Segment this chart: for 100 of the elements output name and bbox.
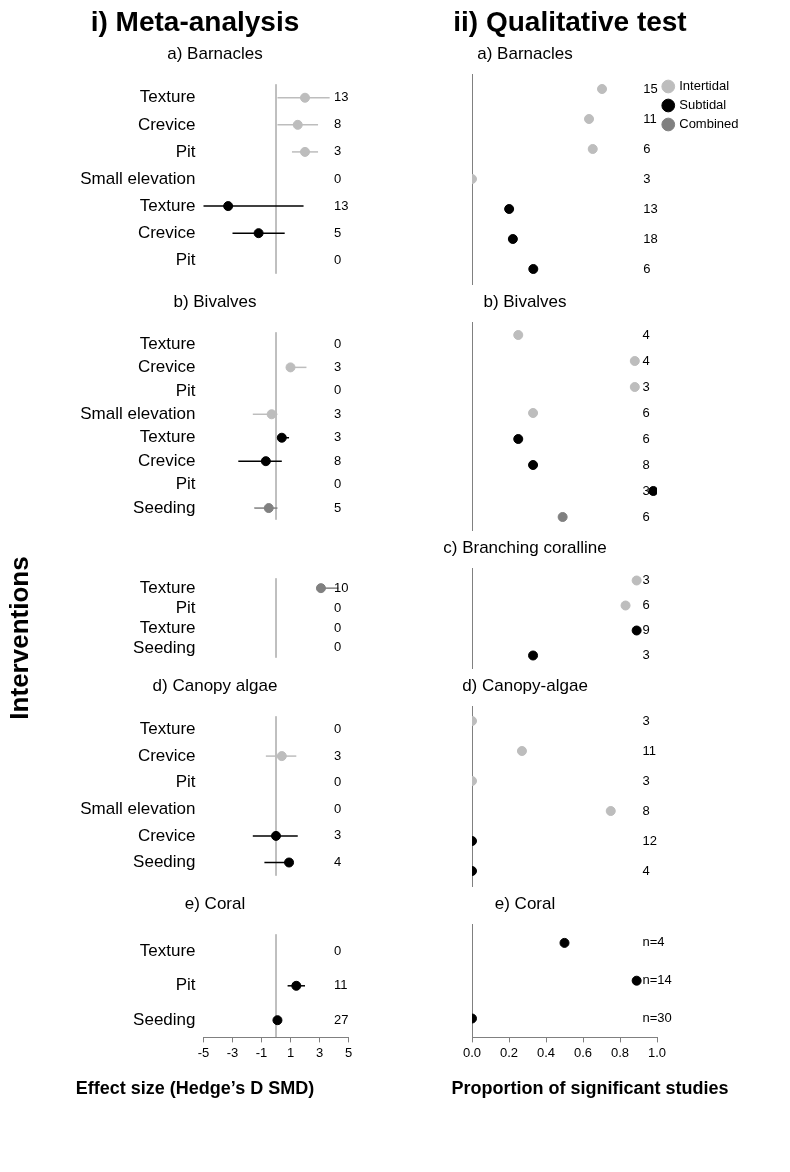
annotation: 3 <box>334 827 342 843</box>
annotation: 27 <box>334 1011 349 1027</box>
x-axis-title: Effect size (Hedge’s D SMD) <box>74 1078 316 1099</box>
annotation: n=4 <box>642 934 665 950</box>
annotation: 3 <box>334 405 342 421</box>
y-tick-label: Pit <box>175 249 196 269</box>
y-tick-label: Seeding <box>133 637 196 657</box>
annotation: 3 <box>642 572 650 588</box>
annotation: 8 <box>334 452 342 468</box>
annotation: 6 <box>643 140 651 156</box>
y-tick-label: Texture <box>139 333 196 353</box>
annotation: 15 <box>643 80 658 96</box>
annotation: 0 <box>334 639 342 655</box>
annotation: 13 <box>334 197 349 213</box>
annotation: 3 <box>642 482 650 498</box>
x-tick-label: 0.4 <box>536 1044 556 1060</box>
annotation: 0 <box>334 619 342 635</box>
x-tick-label: 0.8 <box>610 1044 630 1060</box>
chart-title: i) Meta-analysis <box>89 5 301 39</box>
annotation: 0 <box>334 774 342 790</box>
annotation: 0 <box>334 599 342 615</box>
y-tick-label: Pit <box>175 597 196 617</box>
y-tick-label: Small elevation <box>80 168 196 188</box>
annotation: 8 <box>334 116 342 132</box>
annotation: 6 <box>642 430 650 446</box>
annotation: 6 <box>642 597 650 613</box>
annotation: 11 <box>334 977 348 993</box>
annotation: 3 <box>642 647 650 663</box>
y-tick-label: Seeding <box>133 852 196 872</box>
y-tick-label: Pit <box>175 772 196 792</box>
x-tick-label: 5 <box>344 1044 353 1060</box>
annotation: 3 <box>642 712 650 728</box>
annotation: 4 <box>334 854 342 870</box>
chart-subtitle: c) Branching coralline <box>442 538 608 559</box>
chart-subtitle: a) Barnacles <box>166 44 264 65</box>
annotation: 6 <box>642 404 650 420</box>
annotation: 18 <box>643 230 658 246</box>
annotation: 0 <box>334 170 342 186</box>
annotation: n=30 <box>642 1010 672 1026</box>
x-tick-label: 0.0 <box>462 1044 482 1060</box>
annotation: 4 <box>642 862 650 878</box>
annotation: 12 <box>642 832 657 848</box>
annotation: 3 <box>334 747 342 763</box>
chart-subtitle: e) Coral <box>183 894 247 915</box>
y-tick-label: Crevice <box>137 114 196 134</box>
annotation: 0 <box>334 476 342 492</box>
y-tick-label: Pit <box>175 474 196 494</box>
annotation: 0 <box>334 251 342 267</box>
annotation: 6 <box>643 260 651 276</box>
y-tick-label: Seeding <box>133 497 196 517</box>
annotation: 6 <box>642 508 650 524</box>
y-tick-label: Texture <box>139 941 196 961</box>
annotation: 4 <box>642 326 650 342</box>
annotation: 0 <box>334 721 342 737</box>
annotation: 9 <box>642 622 650 638</box>
y-tick-label: Crevice <box>137 450 196 470</box>
y-tick-label: Texture <box>139 719 196 739</box>
y-tick-label: Seeding <box>133 1009 196 1029</box>
x-tick-label: 3 <box>315 1044 324 1060</box>
annotation: 3 <box>642 378 650 394</box>
x-axis-title: Proportion of significant studies <box>450 1078 730 1099</box>
annotation: 3 <box>334 358 342 374</box>
annotation: n=14 <box>642 972 672 988</box>
annotation: 3 <box>334 429 342 445</box>
y-tick-label: Crevice <box>137 745 196 765</box>
annotation: 5 <box>334 224 342 240</box>
annotation: 0 <box>334 942 342 958</box>
y-tick-label: Texture <box>139 87 196 107</box>
x-tick-label: 0.2 <box>499 1044 519 1060</box>
annotation: 3 <box>642 772 650 788</box>
chart-subtitle: b) Bivalves <box>482 292 568 313</box>
x-tick-label: 1 <box>286 1044 295 1060</box>
x-tick-label: 1.0 <box>647 1044 667 1060</box>
chart-subtitle: d) Canopy-algae <box>461 676 589 697</box>
chart-subtitle: d) Canopy algae <box>151 676 279 697</box>
y-tick-label: Small elevation <box>80 403 196 423</box>
chart-subtitle: e) Coral <box>493 894 557 915</box>
annotation: 3 <box>334 143 342 159</box>
annotation: 13 <box>643 200 658 216</box>
chart-title: ii) Qualitative test <box>452 5 688 39</box>
legend-label: Combined <box>679 116 739 132</box>
y-axis-title: Interventions <box>4 556 35 720</box>
y-tick-label: Pit <box>175 380 196 400</box>
y-tick-label: Texture <box>139 195 196 215</box>
x-tick-label: -1 <box>255 1044 268 1060</box>
y-tick-label: Texture <box>139 427 196 447</box>
y-tick-label: Small elevation <box>80 798 196 818</box>
annotation: 0 <box>334 335 342 351</box>
x-tick-label: -3 <box>226 1044 239 1060</box>
annotation: 3 <box>643 170 651 186</box>
legend-label: Subtidal <box>679 97 727 113</box>
annotation: 11 <box>643 110 657 126</box>
annotation: 8 <box>642 456 650 472</box>
y-tick-label: Crevice <box>137 357 196 377</box>
y-tick-label: Texture <box>139 577 196 597</box>
y-tick-label: Pit <box>175 141 196 161</box>
annotation: 0 <box>334 800 342 816</box>
annotation: 5 <box>334 499 342 515</box>
y-tick-label: Crevice <box>137 222 196 242</box>
y-tick-label: Crevice <box>137 825 196 845</box>
